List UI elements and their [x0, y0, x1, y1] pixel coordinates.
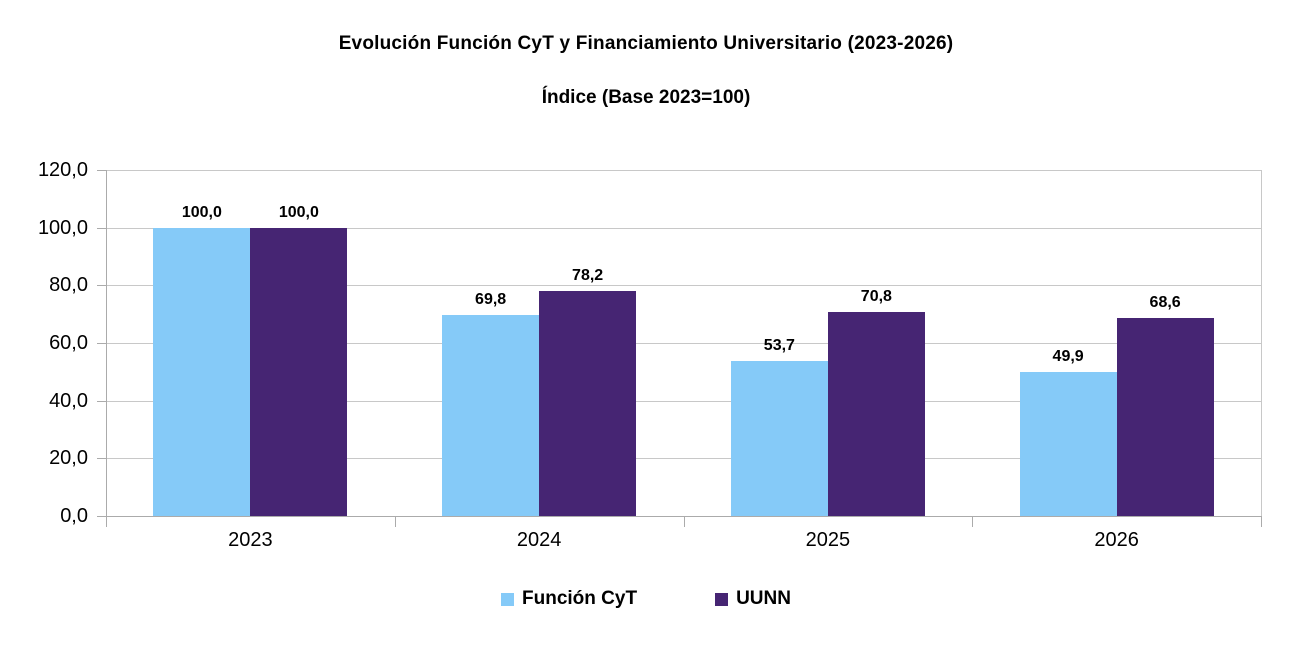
bar-value-label: 100,0: [278, 203, 319, 221]
bar-value-label: 100,0: [181, 203, 222, 221]
legend: Función CyT UUNN: [0, 585, 1292, 613]
bar-value-label: 69,8: [475, 290, 507, 308]
legend-item-uunn: UUNN: [715, 588, 791, 610]
y-axis-tick: [97, 285, 106, 287]
bar-value-label: 70,8: [860, 287, 892, 305]
x-axis-tick: [106, 516, 107, 527]
gridline: [106, 170, 1261, 171]
bar-value-label: 49,9: [1052, 348, 1084, 366]
x-tick-label: 2026: [1094, 529, 1139, 551]
x-axis-tick: [1261, 516, 1262, 527]
y-axis-tick: [97, 227, 106, 229]
y-axis-tick: [97, 516, 106, 517]
y-axis-tick: [97, 458, 106, 460]
y-tick-label: 100,0: [37, 216, 88, 239]
x-axis-tick: [972, 516, 974, 527]
y-axis-tick: [97, 343, 106, 344]
gridline: [106, 400, 1261, 402]
bar-uunn-2025: [827, 311, 925, 516]
bar-uunn-2024: [539, 290, 637, 516]
bar-value-label: 53,7: [763, 337, 795, 355]
plot-right-border: [1261, 170, 1262, 516]
gridline: [106, 227, 1261, 229]
y-tick-label: 20,0: [49, 447, 88, 470]
legend-item-funcion-cyt: Función CyT: [501, 588, 637, 610]
x-tick-label: 2025: [805, 529, 851, 551]
x-tick-label: 2023: [228, 529, 273, 551]
y-tick-label: 60,0: [49, 332, 88, 354]
y-axis-tick: [97, 400, 106, 402]
bar-funcion-cyt-2024: [442, 314, 540, 516]
y-tick-label: 120,0: [37, 159, 88, 181]
chart-title: Evolución Función CyT y Financiamiento U…: [338, 33, 954, 54]
gridline: [106, 458, 1261, 460]
x-axis-tick: [394, 516, 396, 527]
y-tick-label: 80,0: [49, 274, 88, 297]
bar-uunn-2026: [1116, 318, 1214, 516]
legend-label: Función CyT: [522, 588, 638, 609]
gridline: [106, 343, 1261, 344]
legend-swatch-icon: [715, 592, 729, 606]
y-axis-tick: [97, 170, 106, 171]
x-axis-tick: [683, 516, 685, 527]
bar-funcion-cyt-2023: [153, 227, 251, 516]
y-tick-label: 0,0: [60, 505, 88, 527]
x-tick-label: 2024: [516, 529, 562, 551]
legend-swatch-icon: [501, 592, 515, 606]
y-tick-label: 40,0: [49, 389, 88, 412]
gridline: [106, 285, 1261, 287]
bar-value-label: 78,2: [572, 266, 604, 284]
bar-funcion-cyt-2025: [730, 361, 828, 516]
bar-value-label: 68,6: [1149, 294, 1181, 312]
bar-funcion-cyt-2026: [1019, 372, 1117, 516]
chart-subtitle: Índice (Base 2023=100): [541, 87, 751, 108]
y-axis-line: [106, 170, 107, 516]
legend-label: UUNN: [736, 588, 791, 609]
bar-uunn-2023: [250, 227, 348, 516]
